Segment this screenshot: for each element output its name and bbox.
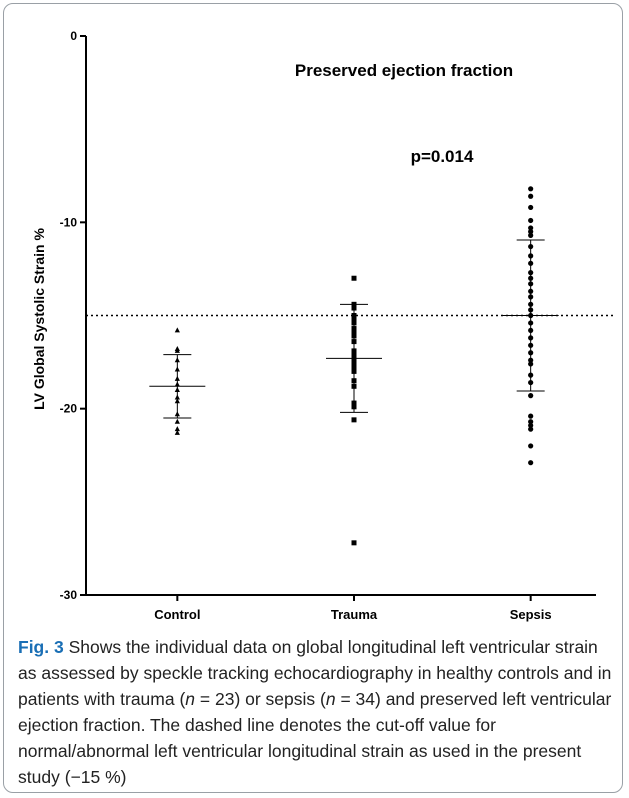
y-tick-label: 0 — [70, 29, 77, 43]
y-tick-label: -20 — [60, 402, 78, 416]
chart: Preserved ejection fraction p=0.014 LV G… — [31, 29, 616, 622]
data-point — [528, 225, 534, 231]
data-point — [528, 443, 534, 449]
x-tick-label: Control — [154, 607, 200, 622]
data-point — [528, 186, 534, 192]
y-tick-label: -30 — [60, 588, 78, 602]
data-point — [174, 429, 180, 435]
data-point — [174, 418, 180, 424]
figure-frame: Preserved ejection fraction p=0.014 LV G… — [3, 3, 623, 793]
data-point — [351, 417, 357, 423]
data-point — [174, 327, 180, 333]
data-point — [528, 460, 534, 466]
y-tick-label: -10 — [60, 215, 78, 229]
data-point — [351, 540, 357, 546]
data-point — [351, 275, 357, 281]
data-point — [528, 204, 534, 211]
annotation: p=0.014 — [411, 147, 474, 166]
x-tick-label: Sepsis — [510, 607, 552, 622]
data-point — [528, 193, 534, 199]
caption-text: n — [185, 689, 196, 709]
data-point — [528, 217, 534, 224]
x-tick-label: Trauma — [331, 607, 378, 622]
data-point — [528, 393, 534, 399]
data-point — [528, 229, 534, 235]
caption-text: Shows the individual data on global long… — [18, 637, 612, 709]
caption-text: n — [325, 689, 336, 709]
data-point — [174, 347, 180, 353]
data-point — [528, 232, 534, 238]
caption-text: = 34) and preserved left ventricular eje… — [18, 689, 612, 787]
data-point — [174, 426, 180, 432]
caption-label: Fig. 3 — [18, 637, 64, 657]
data-point — [528, 419, 534, 425]
chart-title: Preserved ejection fraction — [295, 61, 513, 80]
caption-text: = 23) or sepsis ( — [195, 689, 326, 709]
data-point — [528, 426, 534, 432]
y-axis-label: LV Global Systolic Strain % — [31, 228, 47, 410]
data-point — [528, 413, 534, 419]
data-point — [528, 422, 534, 429]
caption: Fig. 3 Shows the individual data on glob… — [18, 634, 613, 790]
